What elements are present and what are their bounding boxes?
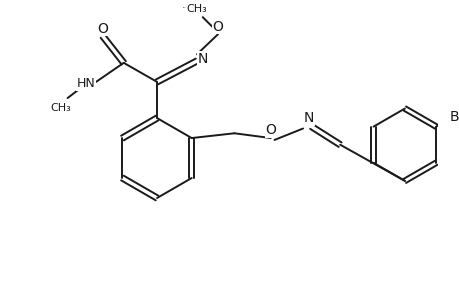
Text: Br: Br	[448, 110, 459, 124]
Text: CH₃: CH₃	[186, 4, 207, 14]
Text: Methoxy: Methoxy	[192, 4, 198, 6]
Text: CH₃: CH₃	[50, 103, 71, 112]
Text: Methoxy: Methoxy	[182, 7, 188, 8]
Text: N: N	[303, 111, 313, 125]
Text: O: O	[212, 20, 223, 34]
Text: N: N	[197, 52, 207, 66]
Text: O: O	[265, 123, 275, 137]
Text: O: O	[97, 22, 108, 36]
Text: HN: HN	[76, 77, 95, 90]
